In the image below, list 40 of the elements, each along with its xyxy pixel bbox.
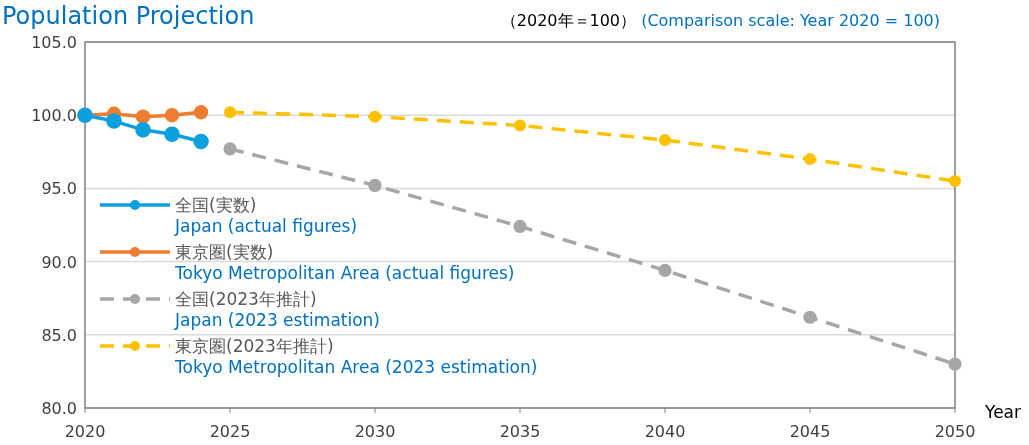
x-tick-label: 2025 <box>209 422 251 441</box>
point <box>223 142 237 156</box>
point <box>804 153 816 166</box>
legend-label: 全国(実数) Japan (actual figures) <box>174 195 358 236</box>
y-tick-label: 90.0 <box>41 252 77 272</box>
x-tick-label: 2035 <box>499 422 541 441</box>
point <box>164 108 180 123</box>
y-tick-label: 95.0 <box>41 179 77 199</box>
x-axis-title: Year <box>984 402 1021 422</box>
point <box>193 133 209 150</box>
y-tick-label: 105.0 <box>31 33 77 52</box>
text: （2020年＝100） <box>500 11 637 30</box>
point <box>193 105 209 120</box>
point <box>164 126 180 143</box>
x-tick-label: 2020 <box>64 422 106 441</box>
point <box>513 219 527 234</box>
point <box>949 175 961 188</box>
y-tick-label: 80.0 <box>41 399 77 418</box>
point <box>948 357 962 371</box>
x-tick-label: 2050 <box>934 422 976 441</box>
x-tick-label: 2045 <box>789 422 831 441</box>
legend-label: 全国(2023年推計) Japan (2023 estimation) <box>174 289 380 330</box>
x-tick-label: 2040 <box>644 422 686 441</box>
point <box>658 263 672 277</box>
point <box>106 113 122 129</box>
chart-title: Population Projection <box>2 2 255 30</box>
y-tick-label: 100.0 <box>31 106 77 126</box>
point <box>224 106 236 119</box>
point <box>135 122 151 138</box>
point <box>659 134 671 147</box>
point <box>135 109 151 124</box>
legend-label: 東京圏(実数) Tokyo Metropolitan Area (actual figures) <box>174 242 515 283</box>
x-tick-label: 2030 <box>354 422 396 441</box>
point <box>514 119 526 132</box>
text: (Comparison scale: Year 2020 = 100) <box>636 11 940 30</box>
legend-label: 東京圏(2023年推計) Tokyo Metropolitan Area (2023 estimation) <box>174 336 538 377</box>
point <box>803 310 817 324</box>
point <box>368 178 382 193</box>
point <box>369 110 381 123</box>
y-tick-label: 85.0 <box>41 325 77 345</box>
